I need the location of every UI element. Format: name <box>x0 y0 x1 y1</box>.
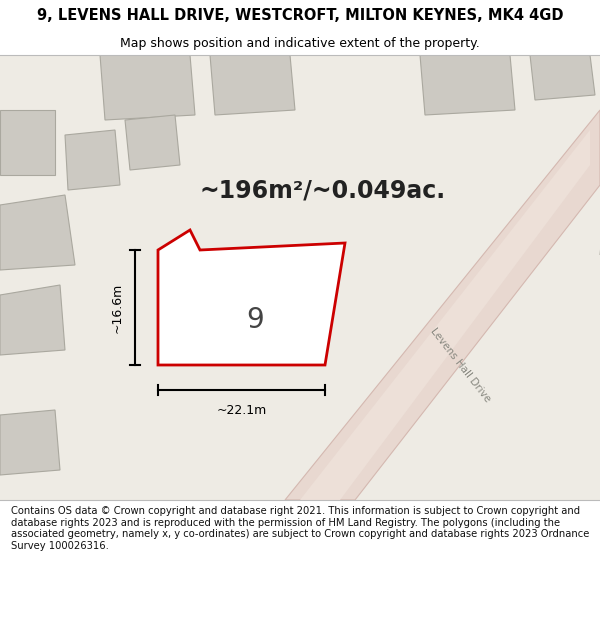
Polygon shape <box>420 55 515 115</box>
Polygon shape <box>285 110 600 500</box>
Polygon shape <box>158 230 345 365</box>
Text: ~22.1m: ~22.1m <box>217 404 266 416</box>
Text: 9: 9 <box>246 306 264 334</box>
Polygon shape <box>125 115 180 170</box>
Polygon shape <box>300 130 590 500</box>
Polygon shape <box>0 285 65 355</box>
Text: Levens Hall Drive: Levens Hall Drive <box>428 326 492 404</box>
Polygon shape <box>210 55 295 115</box>
Text: ~196m²/~0.049ac.: ~196m²/~0.049ac. <box>200 178 446 202</box>
Text: Map shows position and indicative extent of the property.: Map shows position and indicative extent… <box>120 38 480 51</box>
Polygon shape <box>0 195 75 270</box>
Polygon shape <box>100 55 195 120</box>
Polygon shape <box>0 110 55 175</box>
Polygon shape <box>530 55 595 100</box>
Text: Contains OS data © Crown copyright and database right 2021. This information is : Contains OS data © Crown copyright and d… <box>11 506 589 551</box>
Polygon shape <box>0 410 60 475</box>
Polygon shape <box>0 55 600 500</box>
Text: 9, LEVENS HALL DRIVE, WESTCROFT, MILTON KEYNES, MK4 4GD: 9, LEVENS HALL DRIVE, WESTCROFT, MILTON … <box>37 8 563 23</box>
Polygon shape <box>65 130 120 190</box>
Text: ~16.6m: ~16.6m <box>110 282 124 332</box>
